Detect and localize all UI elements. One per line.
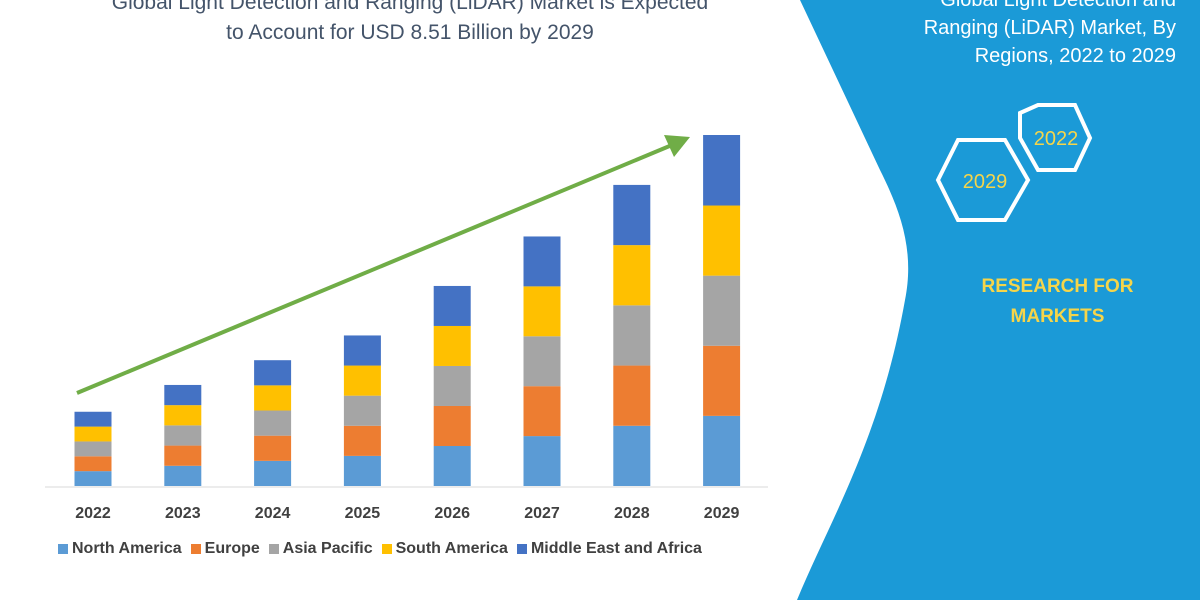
panel-title-line: Regions, 2022 to 2029 (974, 45, 1176, 67)
bar-segment-south-america-2023 (164, 405, 202, 426)
hexagon-2022 (1018, 103, 1093, 172)
bar-segment-south-america-2027 (523, 286, 561, 337)
bar-segment-europe-2026 (433, 405, 471, 446)
legend-swatch (381, 544, 392, 554)
legend-swatch (58, 544, 68, 554)
bar-segment-europe-2024 (254, 435, 292, 461)
bar-segment-asia-pacific-2022 (74, 441, 112, 457)
bar-segment-north-america-2025 (343, 455, 381, 486)
legend-item: Middle East and Africa (516, 540, 702, 558)
bar-segment-south-america-2022 (74, 426, 112, 442)
bar-segment-europe-2028 (613, 365, 651, 426)
bar-segment-south-america-2026 (433, 325, 471, 366)
x-tick-label: 2023 (165, 505, 201, 522)
hexagon-2029 (935, 138, 1031, 222)
bar-segment-south-america-2029 (703, 205, 741, 276)
bar-segment-south-america-2025 (343, 365, 381, 396)
hex-label-2029: 2029 (963, 171, 1008, 193)
bar-segment-north-america-2026 (433, 445, 471, 486)
chart-title-line: to Account for USD 8.51 Billion by 2029 (226, 21, 594, 44)
bar-segment-middle-east-and-africa-2028 (613, 184, 651, 246)
x-tick-label: 2029 (704, 505, 740, 522)
trend-arrow-head-icon (664, 135, 690, 157)
bar-segment-north-america-2023 (164, 465, 202, 486)
bar-segment-middle-east-and-africa-2029 (703, 135, 741, 206)
panel-title-line: Global Light Detection and (940, 0, 1176, 11)
hex-label-2022: 2022 (1034, 128, 1079, 150)
bar-segment-north-america-2022 (74, 471, 112, 486)
bar-segment-middle-east-and-africa-2024 (254, 360, 292, 386)
x-tick-label: 2027 (524, 505, 560, 522)
brand-line: MARKETS (1010, 306, 1105, 327)
panel-title: Global Light Detection and Ranging (LiDA… (836, 0, 1176, 70)
bar-segment-middle-east-and-africa-2027 (523, 236, 561, 287)
x-tick-label: 2026 (434, 505, 470, 522)
bar-segment-north-america-2029 (703, 415, 741, 486)
legend-item: North America (58, 540, 182, 558)
brand-line: RESEARCH FOR (981, 276, 1134, 297)
x-tick-label: 2022 (75, 505, 111, 522)
bar-segment-europe-2029 (703, 345, 741, 416)
panel-title-line: Ranging (LiDAR) Market, By (923, 17, 1176, 39)
legend-item: Europe (190, 540, 260, 558)
chart-title: Global Light Detection and Ranging (LiDA… (40, 0, 780, 48)
bar-segment-asia-pacific-2024 (254, 410, 292, 436)
bar-segment-south-america-2028 (613, 245, 651, 306)
legend-label: North America (72, 540, 182, 557)
chart-title-line: Global Light Detection and Ranging (LiDA… (111, 0, 709, 14)
bar-segment-asia-pacific-2025 (343, 395, 381, 426)
bar-segment-asia-pacific-2026 (433, 365, 471, 406)
legend-label: South America (395, 540, 508, 557)
bar-segment-europe-2023 (164, 445, 202, 466)
legend-swatch (190, 544, 201, 554)
bar-segment-middle-east-and-africa-2022 (74, 411, 112, 427)
brand-logo-text: RESEARCH FOR MARKETS (940, 272, 1175, 332)
bar-segment-middle-east-and-africa-2025 (343, 335, 381, 366)
bar-segment-europe-2025 (343, 425, 381, 456)
bar-segment-north-america-2027 (523, 436, 561, 486)
bar-segment-asia-pacific-2027 (523, 336, 561, 387)
stacked-bar-chart: 2022 2023 2024 2025 2026 2027 2028 2029 (45, 135, 768, 522)
bar-segment-asia-pacific-2029 (703, 275, 741, 346)
bar-segment-north-america-2024 (254, 460, 292, 486)
legend-item: Asia Pacific (268, 540, 373, 558)
bar-segment-middle-east-and-africa-2026 (433, 285, 471, 326)
bar-segment-south-america-2024 (254, 385, 292, 411)
x-tick-label: 2028 (614, 505, 650, 522)
trend-arrow-line (76, 143, 673, 395)
legend: North America Europe Asia Pacific South Ame… (58, 540, 702, 558)
legend-swatch (516, 544, 527, 554)
bar-segment-europe-2022 (74, 456, 112, 472)
legend-label: Middle East and Africa (530, 540, 702, 557)
x-tick-label: 2025 (345, 505, 381, 522)
x-tick-label: 2024 (255, 505, 291, 522)
bar-segment-asia-pacific-2028 (613, 305, 651, 366)
legend-item: South America (381, 540, 508, 558)
bar-segment-europe-2027 (523, 386, 561, 437)
legend-swatch (268, 544, 279, 554)
legend-label: Europe (204, 540, 260, 557)
bar-segment-asia-pacific-2023 (164, 425, 202, 446)
bar-segment-north-america-2028 (613, 425, 651, 486)
side-panel-background (797, 0, 1200, 600)
legend-label: Asia Pacific (282, 540, 373, 557)
bar-segment-middle-east-and-africa-2023 (164, 384, 202, 406)
